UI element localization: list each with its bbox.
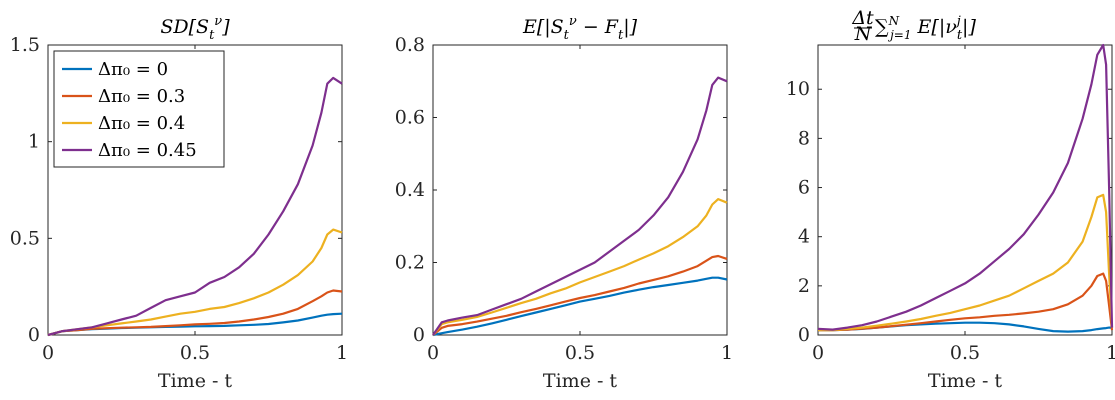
y-tick-label: 8 [798,127,810,149]
series-line-1 [47,289,343,337]
series-line-1 [818,272,1114,332]
legend-label-1: Δπ₀ = 0.3 [98,86,185,107]
x-tick-label: 0.5 [565,342,595,364]
series-line-3 [817,43,1114,331]
y-tick-label: 0.5 [10,227,40,249]
y-tick-label: 0.2 [395,252,425,274]
title-fraction-numerator: Δt [851,7,874,29]
y-tick-label: 10 [786,78,810,100]
series-line-2 [818,193,1114,332]
x-tick-label: 1 [1106,342,1115,364]
axes-box [432,44,728,336]
x-tick-label: 0.5 [180,342,210,364]
y-tick-label: 0.8 [395,34,425,56]
legend-box [53,50,225,168]
x-tick-label: 0 [427,342,439,364]
series-line-1 [432,254,728,336]
x-tick-label: 0 [42,342,54,364]
legend-label-0: Δπ₀ = 0 [98,59,168,80]
y-tick-label: 0.4 [395,179,425,201]
chart-title: E[|Stν − Ft|] [522,14,638,43]
title-sum-expression: ∑N j=1 E[|νj t|] [875,14,976,43]
axes-box [817,44,1113,336]
y-tick-label: 2 [798,275,810,297]
x-axis-label: Time - t [928,370,1003,392]
legend-label-2: Δπ₀ = 0.4 [98,113,185,134]
series-line-3 [432,76,728,336]
y-tick-label: 0 [413,324,425,346]
chart-title: SD[Stν] [160,14,230,43]
x-tick-label: 0.5 [950,342,980,364]
y-tick-label: 4 [798,226,810,248]
y-tick-label: 0 [28,324,40,346]
legend-label-3: Δπ₀ = 0.45 [98,140,197,161]
legend: Δπ₀ = 0 Δπ₀ = 0.3 Δπ₀ = 0.4 Δπ₀ = 0.45 [53,50,225,168]
y-tick-label: 6 [798,177,810,199]
series-line-2 [47,228,343,337]
chart-panel-abs-error: 0 0.5 1 0 0.2 0.4 0.6 0.8 Time - t E[|Stν − Ft|] [395,14,733,392]
x-axis-label: Time - t [543,370,618,392]
series-line-0 [432,276,728,337]
x-tick-label: 1 [336,342,348,364]
x-tick-label: 0 [812,342,824,364]
series-line-2 [432,198,728,336]
x-axis-label: Time - t [158,370,233,392]
x-tick-label: 1 [721,342,733,364]
y-tick-label: 0.6 [395,107,425,129]
y-tick-label: 0 [798,324,810,346]
y-tick-label: 1 [28,131,40,153]
title-fraction-denominator: N [854,23,873,45]
series-line-3 [47,76,343,337]
y-tick-label: 1.5 [10,34,40,56]
